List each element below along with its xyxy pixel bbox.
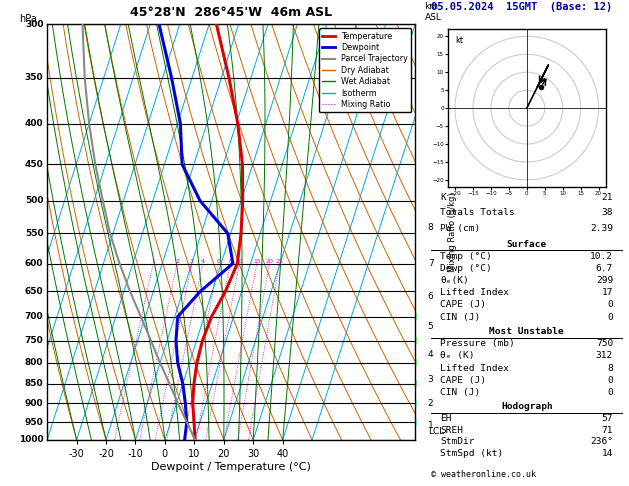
Text: 25: 25 [276,259,284,263]
Text: 3: 3 [428,375,433,384]
Text: 8: 8 [428,223,433,232]
Text: 850: 850 [25,379,43,388]
Text: Hodograph: Hodograph [501,402,553,411]
Text: 600: 600 [25,259,43,268]
Text: Surface: Surface [507,240,547,249]
Text: 350: 350 [25,73,43,82]
Text: 5: 5 [428,322,433,331]
Text: LCL: LCL [428,427,444,435]
Text: 300: 300 [25,20,43,29]
Text: 3: 3 [190,259,194,263]
Text: 20: 20 [265,259,274,263]
Text: Lifted Index: Lifted Index [440,364,509,373]
Text: 0: 0 [608,376,613,385]
Text: hPa: hPa [19,14,38,24]
Text: EH: EH [440,414,452,423]
Legend: Temperature, Dewpoint, Parcel Trajectory, Dry Adiabat, Wet Adiabat, Isotherm, Mi: Temperature, Dewpoint, Parcel Trajectory… [320,28,411,112]
Text: 450: 450 [25,160,43,169]
Text: © weatheronline.co.uk: © weatheronline.co.uk [431,469,536,479]
Text: 900: 900 [25,399,43,408]
Text: 6: 6 [216,259,221,263]
Text: |: | [414,380,416,387]
Text: 950: 950 [25,417,43,427]
Text: StmDir: StmDir [440,437,475,446]
Text: 750: 750 [25,336,43,345]
Text: 2.39: 2.39 [590,224,613,232]
Text: 4: 4 [428,349,433,359]
Text: 500: 500 [25,196,43,205]
Text: Totals Totals: Totals Totals [440,208,515,217]
Text: |: | [414,418,416,426]
Text: 0: 0 [608,312,613,322]
Text: Temp (°C): Temp (°C) [440,252,493,261]
Text: 1: 1 [152,259,155,263]
Text: 2: 2 [428,399,433,408]
Text: PW (cm): PW (cm) [440,224,481,232]
Text: 650: 650 [25,287,43,295]
Text: 0: 0 [608,300,613,310]
Text: 0: 0 [608,388,613,397]
Text: Lifted Index: Lifted Index [440,288,509,297]
Text: 38: 38 [601,208,613,217]
X-axis label: Dewpoint / Temperature (°C): Dewpoint / Temperature (°C) [151,462,311,471]
Text: 550: 550 [25,229,43,238]
Text: 71: 71 [601,426,613,434]
Text: 1: 1 [428,421,433,430]
Text: Dewp (°C): Dewp (°C) [440,264,493,273]
Text: 7: 7 [428,259,433,268]
Text: 4: 4 [201,259,204,263]
Text: 8: 8 [228,259,232,263]
Text: 6: 6 [428,292,433,301]
Text: kt: kt [455,36,463,45]
Text: 6.7: 6.7 [596,264,613,273]
Text: CIN (J): CIN (J) [440,388,481,397]
Text: 236°: 236° [590,437,613,446]
Text: 800: 800 [25,358,43,367]
Text: 17: 17 [601,288,613,297]
Text: Most Unstable: Most Unstable [489,327,564,336]
Text: θₑ(K): θₑ(K) [440,276,469,285]
Text: CIN (J): CIN (J) [440,312,481,322]
Text: 8: 8 [608,364,613,373]
Text: 700: 700 [25,312,43,321]
Text: 10.2: 10.2 [590,252,613,261]
Text: SREH: SREH [440,426,464,434]
Text: |: | [414,400,416,407]
Text: K: K [440,193,446,202]
Text: Pressure (mb): Pressure (mb) [440,339,515,348]
Text: 10: 10 [236,259,243,263]
Text: |: | [414,337,416,344]
Text: |: | [414,359,416,366]
Text: 05.05.2024  15GMT  (Base: 12): 05.05.2024 15GMT (Base: 12) [431,2,612,12]
Text: 45°28'N  286°45'W  46m ASL: 45°28'N 286°45'W 46m ASL [130,6,332,19]
Text: CAPE (J): CAPE (J) [440,300,486,310]
Text: 400: 400 [25,119,43,128]
Text: |: | [414,313,416,320]
Text: 312: 312 [596,351,613,361]
Text: 2: 2 [175,259,179,263]
Text: 1000: 1000 [19,435,43,444]
Text: θₑ (K): θₑ (K) [440,351,475,361]
Text: Mixing Ratio (g/kg): Mixing Ratio (g/kg) [448,192,457,272]
Text: StmSpd (kt): StmSpd (kt) [440,449,504,458]
Text: km
ASL: km ASL [425,2,442,22]
Text: 57: 57 [601,414,613,423]
Text: 21: 21 [601,193,613,202]
Text: 299: 299 [596,276,613,285]
Text: 750: 750 [596,339,613,348]
Text: 14: 14 [601,449,613,458]
Text: 15: 15 [253,259,260,263]
Text: CAPE (J): CAPE (J) [440,376,486,385]
